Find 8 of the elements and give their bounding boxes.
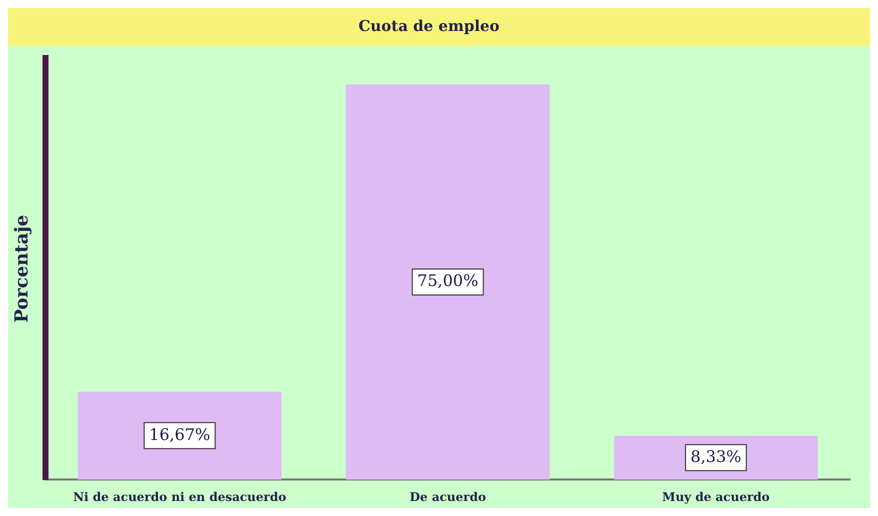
x-tick-label: Muy de acuerdo <box>662 490 770 504</box>
data-label: 75,00% <box>417 271 478 290</box>
data-label: 8,33% <box>690 446 742 466</box>
chart-title: Cuota de empleo <box>358 16 500 35</box>
y-axis-title: Porcentaje <box>11 214 32 323</box>
x-tick-label: De acuerdo <box>410 490 486 504</box>
data-label: 16,67% <box>149 424 210 444</box>
x-tick-label: Ni de acuerdo ni en desacuerdo <box>73 490 286 504</box>
